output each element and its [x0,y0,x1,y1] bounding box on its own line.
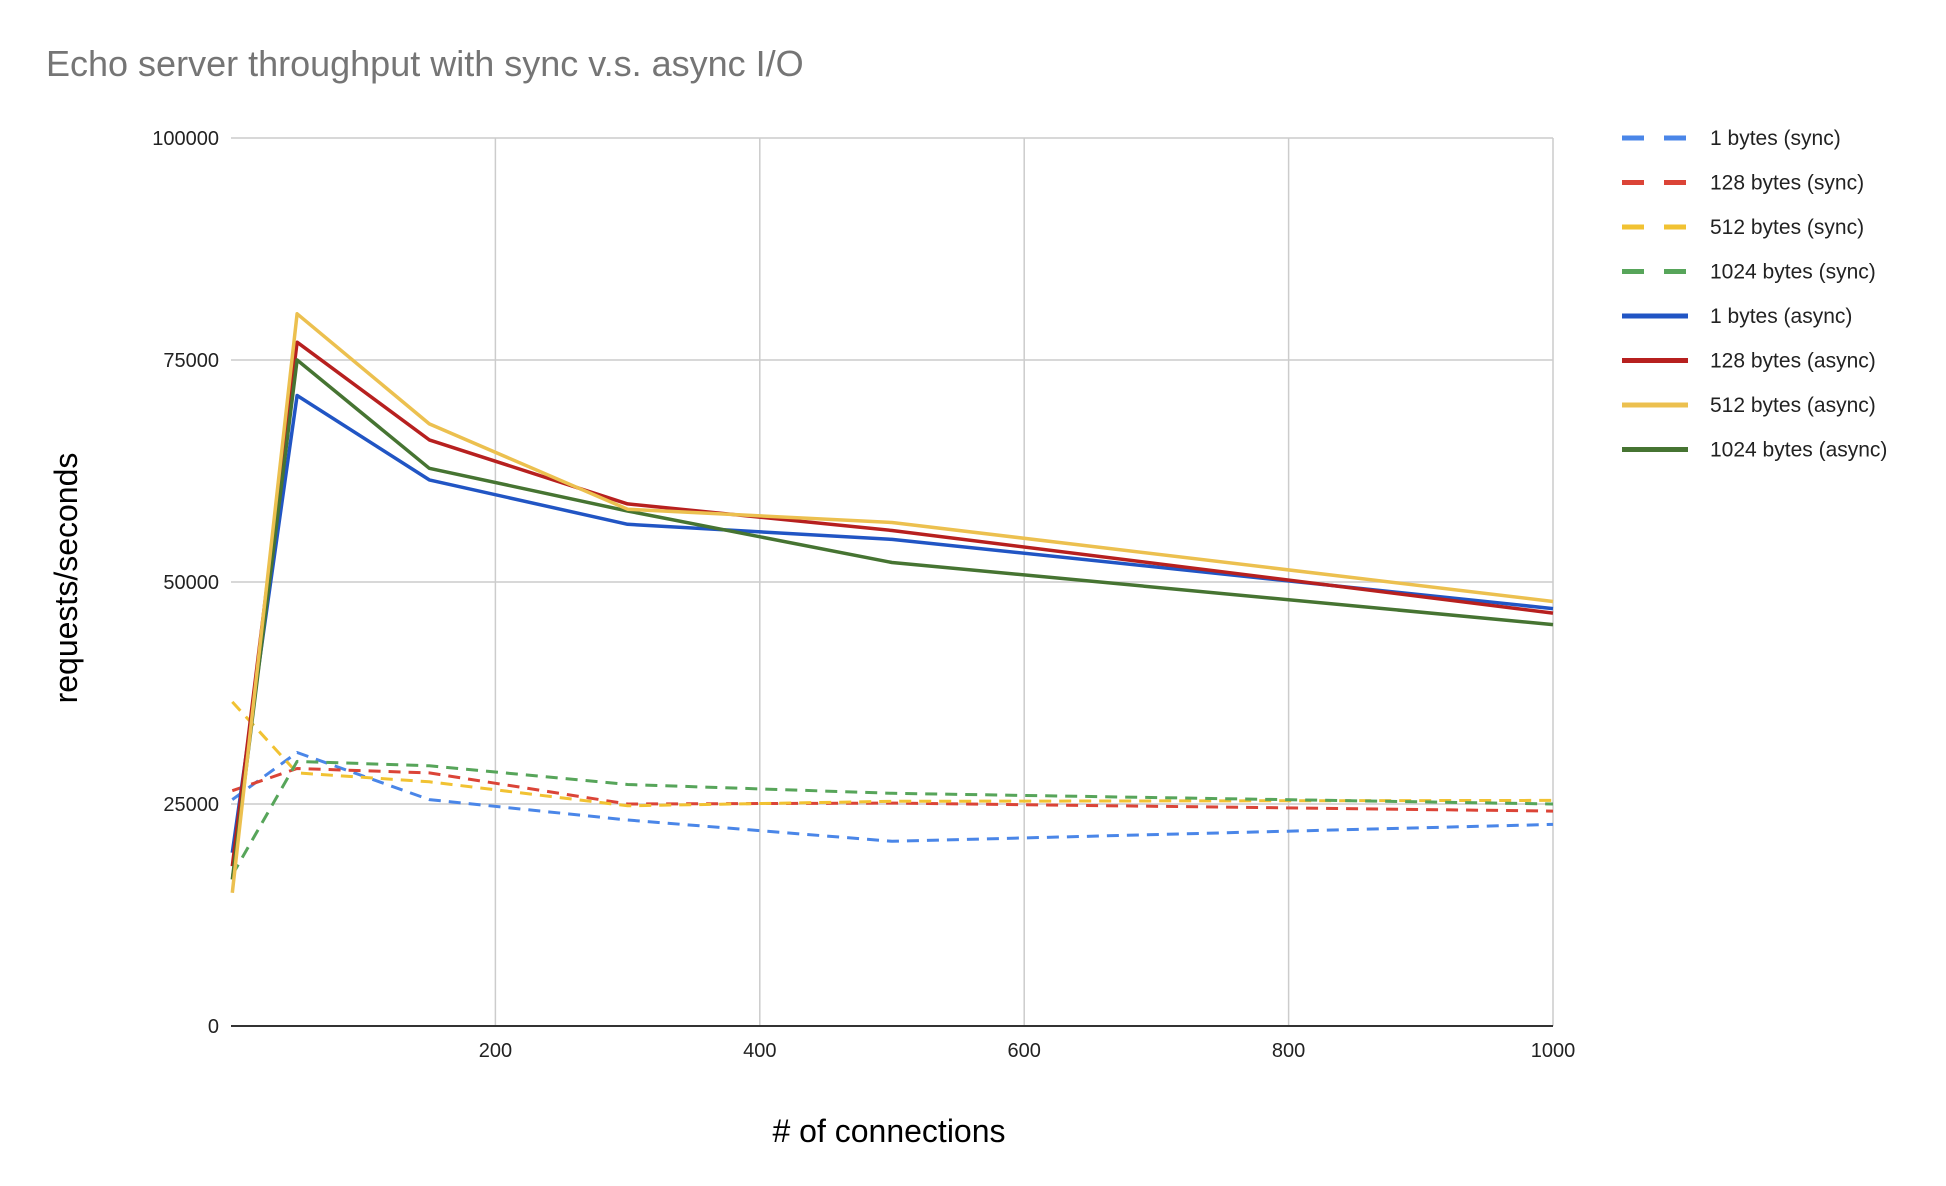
series-line [230,340,1554,867]
legend-label: 1024 bytes (async) [1710,439,1887,462]
legend: 1 bytes (sync) 128 bytes (sync) 512 bytes … [1622,127,1887,462]
legend-label: 1 bytes (async) [1710,305,1852,328]
series-lines [230,312,1554,893]
legend-label: 512 bytes (async) [1710,394,1876,417]
y-tick-label: 50000 [163,572,219,594]
series-line [230,759,1554,876]
legend-label: 1024 bytes (sync) [1710,261,1876,284]
series-line [231,700,1554,808]
series-line [231,751,1554,843]
legend-label: 128 bytes (sync) [1710,172,1864,195]
legend-label: 128 bytes (async) [1710,350,1876,373]
x-tick-label: 200 [479,1040,512,1062]
chart-title: Echo server throughput with sync v.s. as… [46,43,804,84]
y-axis-title: requests/seconds [48,453,84,704]
series-line [230,358,1554,880]
grid [231,137,1554,1027]
series-line [230,393,1554,854]
legend-label: 512 bytes (sync) [1710,216,1864,239]
y-tick-label: 0 [208,1016,219,1038]
y-tick-label: 25000 [163,794,219,816]
x-axis-ticks: 200 400 600 800 1000 [479,1040,1576,1062]
y-axis-ticks: 0 25000 50000 75000 100000 [152,128,219,1038]
series-line [231,767,1554,813]
y-tick-label: 75000 [163,350,219,372]
legend-label: 1 bytes (sync) [1710,127,1841,150]
x-tick-label: 800 [1272,1040,1305,1062]
y-tick-label: 100000 [152,128,219,150]
x-axis-title: # of connections [772,1113,1005,1149]
x-tick-label: 1000 [1531,1040,1576,1062]
x-tick-label: 600 [1008,1040,1041,1062]
x-tick-label: 400 [743,1040,776,1062]
series-line [230,312,1554,893]
